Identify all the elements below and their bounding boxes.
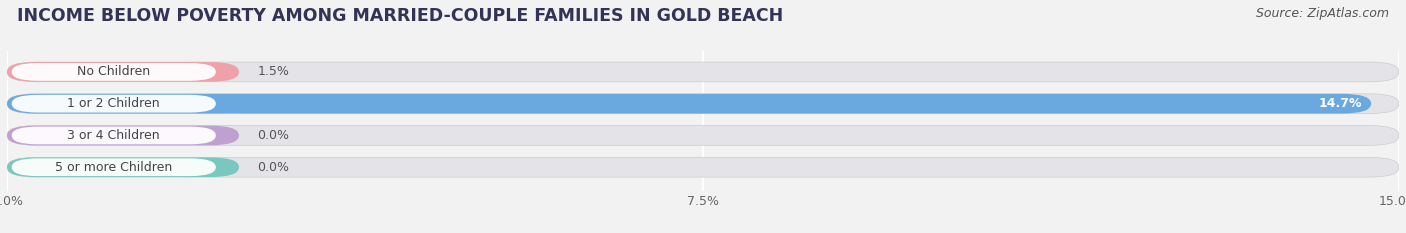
Text: 5 or more Children: 5 or more Children bbox=[55, 161, 173, 174]
FancyBboxPatch shape bbox=[7, 157, 239, 177]
FancyBboxPatch shape bbox=[7, 62, 239, 82]
Text: 14.7%: 14.7% bbox=[1319, 97, 1362, 110]
FancyBboxPatch shape bbox=[7, 157, 1399, 177]
FancyBboxPatch shape bbox=[11, 127, 217, 144]
FancyBboxPatch shape bbox=[7, 62, 1399, 82]
FancyBboxPatch shape bbox=[11, 95, 217, 113]
Text: 3 or 4 Children: 3 or 4 Children bbox=[67, 129, 160, 142]
Text: 0.0%: 0.0% bbox=[257, 161, 290, 174]
FancyBboxPatch shape bbox=[7, 126, 1399, 145]
FancyBboxPatch shape bbox=[7, 94, 1371, 113]
Text: INCOME BELOW POVERTY AMONG MARRIED-COUPLE FAMILIES IN GOLD BEACH: INCOME BELOW POVERTY AMONG MARRIED-COUPL… bbox=[17, 7, 783, 25]
Text: Source: ZipAtlas.com: Source: ZipAtlas.com bbox=[1256, 7, 1389, 20]
Text: 1 or 2 Children: 1 or 2 Children bbox=[67, 97, 160, 110]
Text: No Children: No Children bbox=[77, 65, 150, 79]
Text: 1.5%: 1.5% bbox=[257, 65, 290, 79]
FancyBboxPatch shape bbox=[7, 126, 239, 145]
FancyBboxPatch shape bbox=[11, 158, 217, 176]
FancyBboxPatch shape bbox=[11, 63, 217, 81]
Text: 0.0%: 0.0% bbox=[257, 129, 290, 142]
FancyBboxPatch shape bbox=[7, 94, 1399, 113]
